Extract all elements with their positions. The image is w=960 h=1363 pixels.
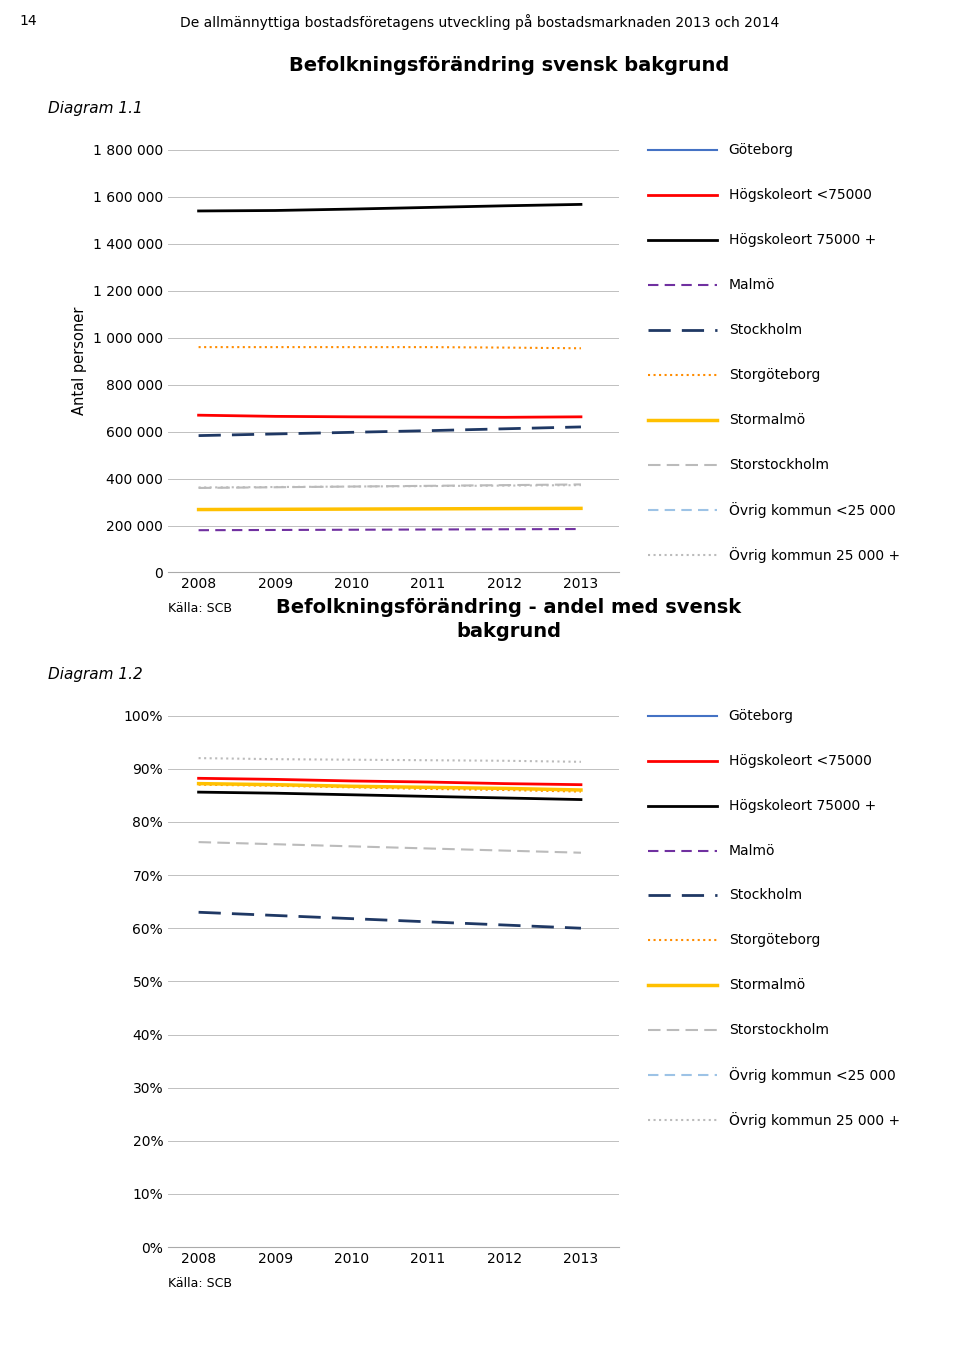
- Text: Befolkningsförändring svensk bakgrund: Befolkningsförändring svensk bakgrund: [289, 56, 729, 75]
- Text: 14: 14: [19, 14, 36, 27]
- Text: Övrig kommun <25 000: Övrig kommun <25 000: [729, 502, 896, 518]
- Text: Övrig kommun 25 000 +: Övrig kommun 25 000 +: [729, 547, 900, 563]
- Text: Storstockholm: Storstockholm: [729, 458, 828, 472]
- Text: Malmö: Malmö: [729, 844, 775, 857]
- Y-axis label: Antal personer: Antal personer: [72, 307, 87, 416]
- Text: Göteborg: Göteborg: [729, 709, 794, 722]
- Text: Stormalmö: Stormalmö: [729, 979, 804, 992]
- Text: Malmö: Malmö: [729, 278, 775, 292]
- Text: Högskoleort 75000 +: Högskoleort 75000 +: [729, 799, 876, 812]
- Text: Storgöteborg: Storgöteborg: [729, 934, 820, 947]
- Text: Källa: SCB: Källa: SCB: [168, 1277, 232, 1291]
- Text: Storstockholm: Storstockholm: [729, 1024, 828, 1037]
- Text: Stockholm: Stockholm: [729, 323, 802, 337]
- Text: Diagram 1.2: Diagram 1.2: [48, 667, 143, 682]
- Text: De allmännyttiga bostadsföretagens utveckling på bostadsmarknaden 2013 och 2014: De allmännyttiga bostadsföretagens utvec…: [180, 14, 780, 30]
- Text: Göteborg: Göteborg: [729, 143, 794, 157]
- Text: Stockholm: Stockholm: [729, 889, 802, 902]
- Text: Högskoleort <75000: Högskoleort <75000: [729, 754, 872, 767]
- Text: Befolkningsförändring - andel med svensk
bakgrund: Befolkningsförändring - andel med svensk…: [276, 598, 741, 641]
- Text: Stormalmö: Stormalmö: [729, 413, 804, 427]
- Text: Högskoleort 75000 +: Högskoleort 75000 +: [729, 233, 876, 247]
- Text: Högskoleort <75000: Högskoleort <75000: [729, 188, 872, 202]
- Text: Övrig kommun 25 000 +: Övrig kommun 25 000 +: [729, 1112, 900, 1129]
- Text: Storgöteborg: Storgöteborg: [729, 368, 820, 382]
- Text: Diagram 1.1: Diagram 1.1: [48, 101, 143, 116]
- Text: Övrig kommun <25 000: Övrig kommun <25 000: [729, 1067, 896, 1084]
- Text: Källa: SCB: Källa: SCB: [168, 602, 232, 616]
